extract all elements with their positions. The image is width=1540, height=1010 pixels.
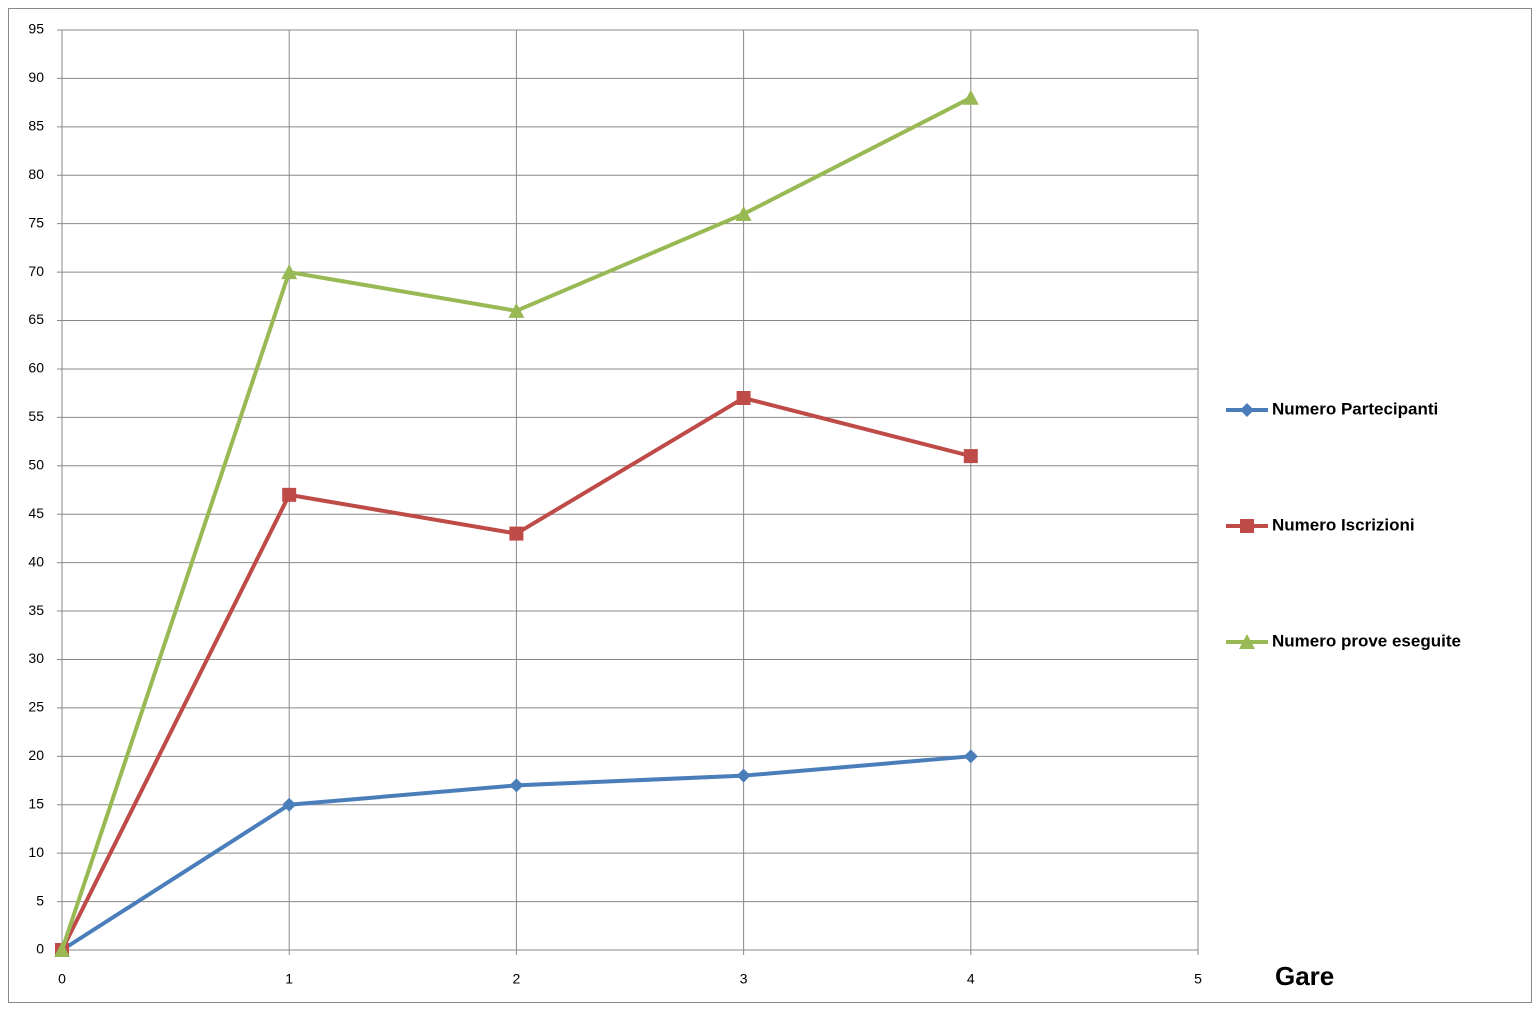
y-tick-label: 95	[28, 21, 44, 37]
marker	[281, 264, 298, 280]
y-tick-label: 90	[28, 69, 44, 85]
x-tick-label: 3	[740, 971, 748, 987]
marker	[508, 302, 525, 318]
y-tick-label: 65	[28, 311, 44, 327]
y-tick-label: 45	[28, 505, 44, 521]
y-tick-label: 50	[28, 456, 44, 472]
x-tick-label: 4	[967, 971, 975, 987]
legend-marker	[1240, 519, 1254, 533]
y-tick-label: 40	[28, 553, 44, 569]
marker	[509, 778, 524, 793]
legend-marker	[1239, 634, 1255, 649]
x-tick-label: 2	[513, 971, 521, 987]
x-axis-label: Gare	[1275, 961, 1334, 991]
x-tick-label: 5	[1194, 971, 1202, 987]
marker	[736, 768, 751, 783]
x-tick-label: 1	[285, 971, 293, 987]
marker	[736, 391, 751, 405]
y-tick-label: 25	[28, 699, 44, 715]
y-tick-label: 85	[28, 118, 44, 134]
marker	[963, 449, 978, 464]
marker	[282, 487, 297, 502]
legend-marker	[1240, 403, 1254, 417]
marker	[282, 797, 297, 812]
y-tick-label: 80	[28, 166, 44, 182]
x-tick-label: 0	[58, 971, 66, 987]
y-tick-label: 60	[28, 360, 44, 376]
y-tick-label: 15	[28, 795, 44, 811]
y-tick-label: 5	[36, 892, 44, 908]
marker	[509, 526, 524, 541]
y-tick-label: 30	[28, 650, 44, 666]
marker	[735, 206, 752, 221]
y-tick-label: 10	[28, 844, 44, 860]
y-tick-label: 35	[28, 602, 44, 618]
legend-text: Numero Iscrizioni	[1272, 515, 1415, 534]
marker	[54, 942, 70, 957]
legend-text: Numero Partecipanti	[1272, 399, 1438, 418]
y-tick-label: 75	[28, 214, 44, 230]
y-tick-label: 70	[28, 263, 44, 279]
legend-text: Numero prove eseguite	[1272, 631, 1461, 650]
y-tick-label: 55	[28, 408, 44, 424]
y-tick-label: 20	[28, 747, 44, 763]
chart-border	[8, 8, 1532, 1003]
marker	[963, 749, 978, 764]
marker	[962, 89, 979, 105]
y-tick-label: 0	[36, 941, 44, 957]
